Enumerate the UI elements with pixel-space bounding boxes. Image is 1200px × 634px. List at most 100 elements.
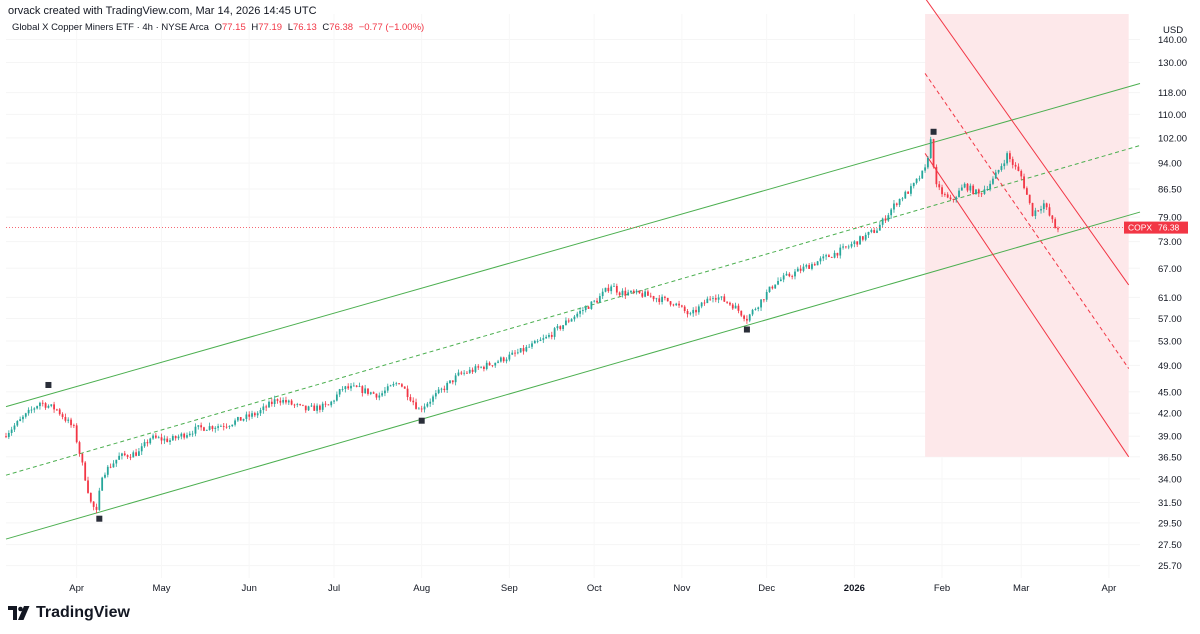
- candle: [152, 433, 154, 440]
- candle: [986, 185, 989, 191]
- tradingview-logo[interactable]: TradingView: [8, 604, 130, 622]
- candle: [1025, 186, 1028, 195]
- time-axis[interactable]: Apr May Jun Jul Aug Sep Oct Nov Dec 2026 Feb Mar Apr: [69, 583, 1116, 594]
- candle-body: [364, 388, 367, 394]
- price-tick-label: 140.00: [1158, 35, 1187, 46]
- candle-body: [67, 419, 70, 421]
- candle: [75, 423, 78, 444]
- candle-body: [434, 393, 437, 397]
- candle: [632, 289, 635, 295]
- symbol-name: Global X Copper Miners ETF · 4h · NYSE A…: [12, 22, 209, 33]
- candle: [992, 176, 994, 186]
- candle: [859, 235, 861, 245]
- candle-body: [816, 261, 819, 266]
- candle-body: [279, 400, 282, 403]
- candle-body: [87, 480, 89, 493]
- candle-body: [802, 266, 805, 271]
- candle: [901, 196, 904, 202]
- candle-body: [567, 320, 570, 322]
- candle-body: [251, 413, 253, 417]
- candle: [304, 405, 307, 413]
- candle-body: [912, 182, 915, 187]
- candle-body: [375, 393, 378, 398]
- candle: [921, 170, 924, 179]
- candle-body: [53, 404, 55, 410]
- candle: [771, 285, 774, 290]
- candle: [811, 262, 813, 271]
- candle: [92, 501, 95, 511]
- candle-body: [562, 325, 565, 329]
- candle-body: [319, 405, 321, 410]
- price-tick-label: 34.00: [1158, 474, 1182, 485]
- candle: [975, 189, 977, 195]
- candle: [214, 426, 217, 433]
- candle: [751, 308, 754, 317]
- price-tick-label: 79.00: [1158, 213, 1182, 224]
- candle: [200, 422, 203, 431]
- candle: [327, 404, 330, 406]
- candle-body: [502, 357, 505, 362]
- candle: [525, 344, 528, 353]
- candle: [143, 439, 146, 448]
- candle: [828, 253, 830, 258]
- candle: [350, 382, 352, 392]
- candle-body: [248, 414, 251, 417]
- candle: [955, 195, 958, 203]
- candle-body: [598, 296, 601, 303]
- price-tick-label: 36.50: [1158, 452, 1182, 463]
- candle: [27, 407, 30, 416]
- candle-body: [661, 296, 663, 302]
- price-axis[interactable]: 25.70 27.50 29.50 31.50 34.00 36.50 39.00 42.00…: [1158, 35, 1187, 572]
- candle: [514, 349, 516, 357]
- candle: [539, 337, 542, 342]
- candle: [912, 182, 915, 189]
- candle: [372, 391, 375, 394]
- candle: [335, 391, 338, 402]
- candle-body: [39, 402, 41, 407]
- candle-body: [358, 386, 361, 387]
- candle-body: [618, 292, 621, 296]
- candle-body: [1045, 203, 1048, 208]
- price-tick-label: 130.00: [1158, 58, 1187, 69]
- candle-body: [915, 178, 918, 183]
- candle: [72, 423, 75, 429]
- candle-body: [109, 466, 112, 468]
- candle-body: [839, 247, 842, 256]
- candle: [485, 360, 488, 371]
- candle-body: [245, 414, 248, 419]
- candle-body: [440, 388, 443, 390]
- candle-body: [666, 297, 669, 302]
- candle: [121, 452, 123, 460]
- candle-body: [64, 416, 67, 421]
- candle-body: [686, 311, 689, 315]
- candle: [384, 387, 386, 397]
- candle-body: [242, 418, 245, 421]
- candle-body: [135, 452, 137, 456]
- candle-body: [559, 326, 562, 329]
- candle-body: [401, 384, 403, 387]
- candle: [938, 181, 941, 191]
- low-key: L: [287, 22, 293, 33]
- candle: [839, 244, 842, 259]
- candle-body: [262, 406, 265, 411]
- candle: [898, 198, 901, 208]
- candle-body: [644, 291, 647, 297]
- candle-body: [36, 406, 39, 409]
- candle-body: [850, 244, 853, 247]
- candle: [680, 304, 683, 308]
- candle: [686, 308, 689, 318]
- candle-body: [963, 183, 966, 188]
- candle: [573, 315, 576, 322]
- candle: [997, 169, 1000, 175]
- pivot-markers: [45, 128, 937, 522]
- candle-body: [1020, 170, 1023, 177]
- candle-body: [765, 292, 768, 300]
- candle: [24, 412, 27, 419]
- candle-body: [570, 319, 573, 322]
- time-tick-label: Dec: [758, 583, 775, 594]
- candle-body: [471, 369, 474, 372]
- candle: [160, 433, 163, 445]
- candle: [576, 311, 579, 319]
- candle-body: [672, 304, 675, 306]
